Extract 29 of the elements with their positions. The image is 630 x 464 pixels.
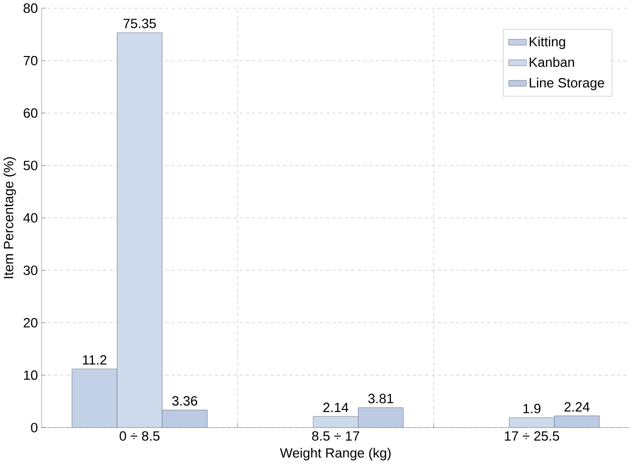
data-label: 11.2 xyxy=(82,355,106,365)
y-tick-label: 10 xyxy=(24,370,38,380)
y-tick-label: 40 xyxy=(23,213,38,223)
x-tick-label: 8.5 ÷ 17 xyxy=(312,431,360,441)
data-label: 1.9 xyxy=(523,404,540,414)
data-label: 2.14 xyxy=(323,402,348,412)
x-tick-label: 0 ÷ 8.5 xyxy=(120,431,160,441)
bar xyxy=(313,416,358,428)
legend-label: Kitting xyxy=(530,36,566,50)
y-tick-label: 50 xyxy=(24,160,38,170)
bar xyxy=(554,416,600,428)
y-tick-label: 0 xyxy=(31,422,38,432)
legend-label: Line Storage xyxy=(530,78,604,90)
y-tick-label: 30 xyxy=(24,266,38,276)
x-axis-title: Weight Range (kg) xyxy=(280,448,391,460)
y-axis-title: Item Percentage (%) xyxy=(3,157,16,278)
y-tick-label: 80 xyxy=(24,4,38,14)
data-label: 75.35 xyxy=(124,18,156,28)
y-tick-label: 70 xyxy=(24,56,38,66)
bar xyxy=(358,408,404,428)
bar xyxy=(162,410,208,428)
x-tick-label: 17 ÷ 25.5 xyxy=(504,431,560,441)
data-label: 3.81 xyxy=(368,394,394,404)
data-label: 3.36 xyxy=(172,396,198,406)
y-tick-label: 60 xyxy=(24,108,38,118)
bar xyxy=(509,418,555,428)
y-tick-label: 20 xyxy=(24,318,38,328)
data-label: 2.24 xyxy=(564,402,590,412)
legend-label: Kanban xyxy=(530,57,574,68)
